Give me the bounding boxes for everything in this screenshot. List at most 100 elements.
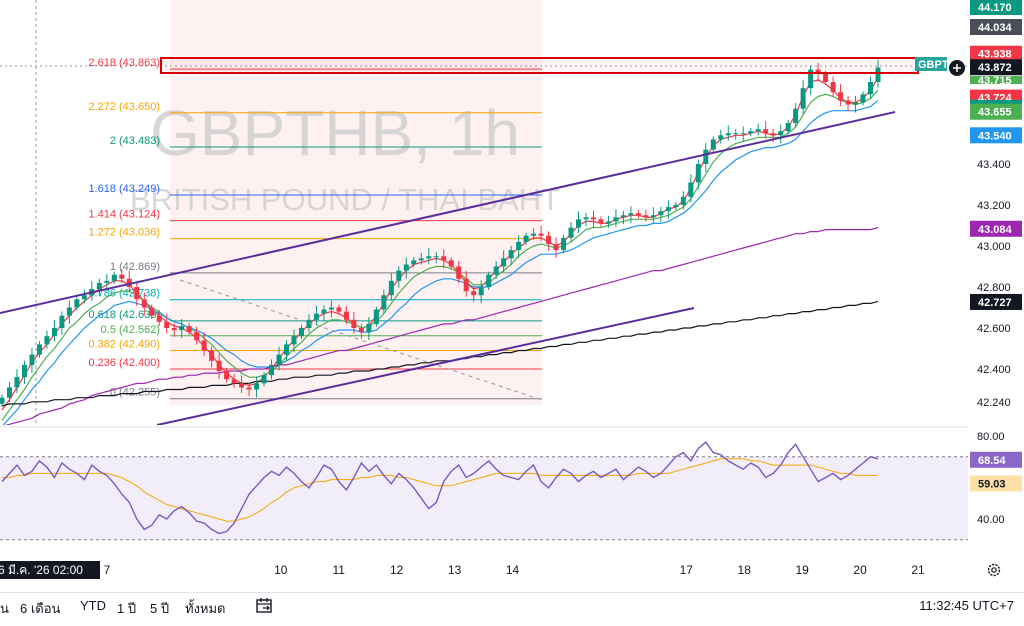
symbol-tag-text: GBPT: [918, 59, 949, 71]
candle: [74, 296, 80, 311]
candle: [441, 249, 447, 269]
rsi-axis[interactable]: 80.00 40.00 68.54 59.03: [970, 431, 1022, 526]
candle: [119, 269, 125, 284]
description-watermark: BRITISH POUND / THAI BAHT: [130, 182, 560, 217]
svg-text:59.03: 59.03: [978, 479, 1006, 491]
chart-svg[interactable]: GBPTHB, 1h BRITISH POUND / THAI BAHT 2.6…: [0, 0, 1024, 592]
candle: [583, 212, 589, 227]
candle: [298, 324, 304, 340]
candle: [328, 300, 334, 318]
rsi-badge-1: 59.03: [970, 475, 1022, 492]
candle: [658, 206, 664, 223]
candle: [284, 340, 290, 362]
candle: [186, 322, 192, 336]
candle: [763, 121, 769, 139]
candle: [126, 270, 132, 293]
timeframe-ytd[interactable]: YTD: [80, 598, 106, 613]
date-tick-10: 21: [911, 563, 925, 577]
symbol-price-tag: GBPT: [915, 57, 949, 71]
candle: [650, 207, 656, 223]
svg-text:43.084: 43.084: [978, 224, 1013, 236]
date-range-calendar-icon[interactable]: [254, 596, 274, 616]
candle: [620, 210, 626, 225]
moving-averages: [1, 77, 879, 425]
date-tick-2: 11: [332, 563, 345, 577]
rsi-pane[interactable]: [0, 441, 968, 541]
candle: [486, 271, 492, 291]
candle: [478, 280, 484, 304]
candle: [448, 257, 454, 270]
price-badges: 44.17044.03443.93843.87243.72443.67443.6…: [970, 0, 1022, 310]
timeframe-all[interactable]: ทั้งหมด: [185, 601, 226, 616]
candle: [598, 216, 604, 227]
candle: [201, 332, 207, 357]
price-tick-1: 43.200: [977, 200, 1011, 212]
candle: [523, 232, 529, 245]
candle: [358, 323, 364, 339]
candle: [845, 96, 851, 112]
partial-price-badge: 43.715: [970, 75, 1022, 87]
channel-upper-trendline[interactable]: [0, 111, 896, 314]
price-badge-7: 43.540: [970, 127, 1022, 144]
rsi-tick-1: 40.00: [977, 514, 1005, 526]
candle: [501, 250, 507, 273]
candle: [156, 310, 162, 327]
channel-lower-trendline[interactable]: [156, 307, 695, 425]
date-axis[interactable]: 7 10 11 12 13 14 17 18 19 20 21: [104, 563, 925, 577]
ma-line-0: [1, 77, 879, 411]
candle: [403, 257, 409, 279]
candle: [830, 76, 836, 97]
date-tick-9: 20: [853, 563, 867, 577]
candle: [149, 304, 155, 319]
candle: [134, 282, 140, 307]
candle: [246, 383, 252, 397]
candle: [209, 346, 215, 368]
candle: [343, 306, 349, 325]
candle: [418, 252, 424, 265]
candle: [36, 341, 42, 358]
candle: [553, 237, 559, 259]
fib-label-11: 0.236 (42.400): [88, 357, 160, 369]
fib-label-5: 1.272 (43.036): [88, 227, 160, 239]
candle: [0, 394, 5, 407]
rsi-line: [1, 441, 879, 535]
candle: [321, 305, 327, 321]
gear-icon[interactable]: [986, 562, 1002, 578]
ma-line-3: [4, 226, 879, 425]
candle: [239, 375, 245, 393]
price-tick-4: 42.600: [977, 323, 1011, 335]
candle: [471, 286, 477, 302]
candle: [868, 76, 874, 99]
timeframe-6-months[interactable]: 6 เดือน: [20, 601, 61, 616]
price-badge-1: 44.034: [970, 19, 1022, 35]
candle: [14, 369, 20, 393]
candle: [141, 292, 147, 316]
candle: [96, 278, 102, 296]
timeframe-1-year[interactable]: 1 ปี: [117, 601, 137, 616]
main-price-pane[interactable]: GBPTHB, 1h BRITISH POUND / THAI BAHT 2.6…: [0, 0, 968, 555]
candle: [508, 245, 514, 266]
timeframe-5-years[interactable]: 5 ปี: [150, 601, 170, 616]
candle: [306, 314, 312, 333]
candle: [179, 319, 185, 339]
candle: [44, 330, 50, 349]
rsi-tick-0: 80.00: [977, 431, 1005, 443]
timeframe-partial[interactable]: น: [0, 601, 9, 616]
candle: [725, 125, 731, 141]
add-alert-plus-icon[interactable]: [949, 60, 965, 76]
candle: [703, 142, 709, 172]
candle: [224, 367, 230, 383]
candle: [381, 289, 387, 314]
candle: [748, 128, 754, 137]
candle: [194, 326, 200, 345]
candle: [643, 209, 649, 222]
target-zone-rectangle[interactable]: [160, 57, 919, 74]
candle: [838, 84, 844, 106]
candle: [51, 320, 57, 342]
date-tick-6: 17: [680, 563, 694, 577]
candle: [613, 209, 619, 227]
price-axis[interactable]: 43.400 43.200 43.000 42.800 42.600 42.400 42.2…: [977, 159, 1011, 409]
candle: [853, 95, 859, 113]
clock-readout[interactable]: 11:32:45 UTC+7: [919, 598, 1014, 613]
candle: [576, 211, 582, 234]
